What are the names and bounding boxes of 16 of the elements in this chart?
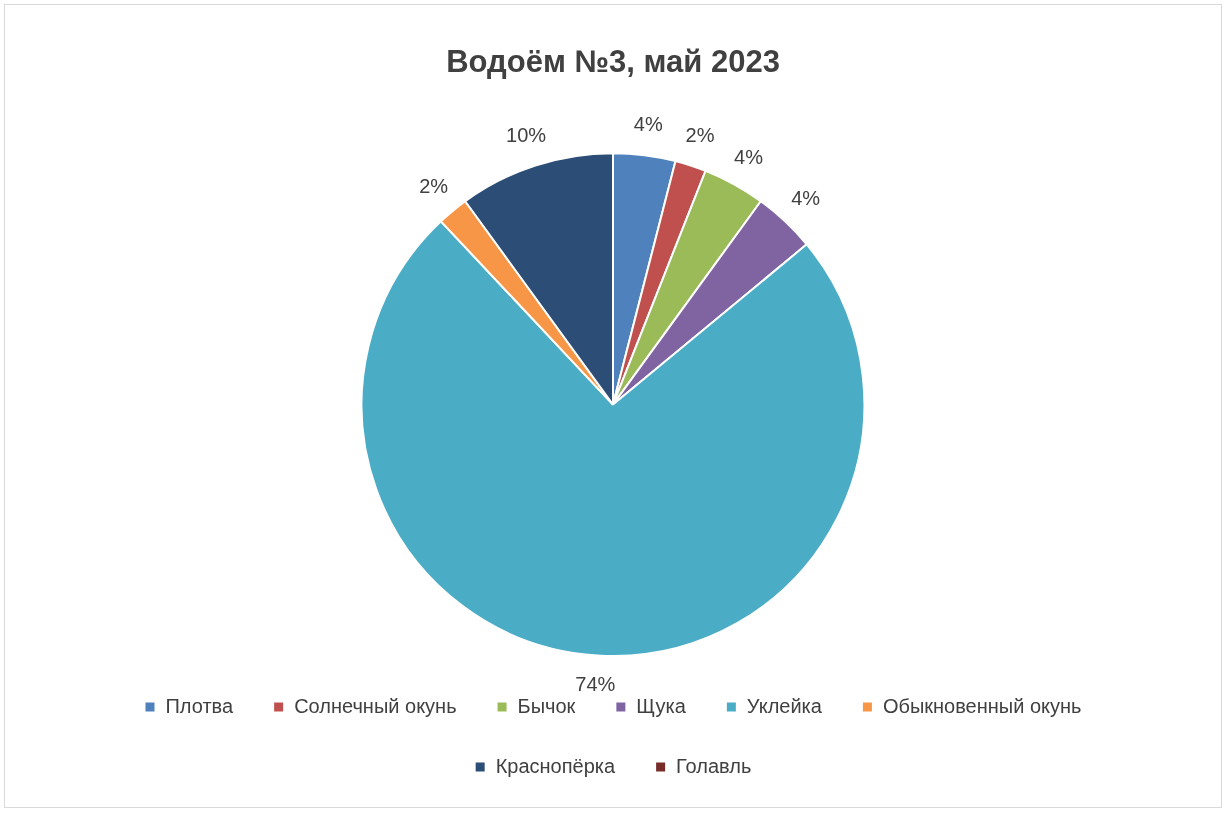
legend-label: Уклейка (746, 694, 823, 717)
chart-title: Водоём №3, май 2023 (446, 44, 780, 80)
legend-label: Солнечный окунь (294, 694, 457, 717)
legend-label: Обыкновенный окунь (882, 694, 1082, 717)
data-label: 4% (791, 186, 821, 209)
legend-label: Голавль (676, 754, 752, 777)
data-label: 2% (419, 175, 449, 198)
data-label: 10% (506, 124, 547, 147)
data-label: 2% (685, 124, 715, 147)
legend-label: Бычок (517, 694, 576, 717)
data-label: 4% (734, 145, 764, 168)
data-label: 74% (575, 672, 616, 695)
data-label: 4% (633, 112, 663, 135)
legend-label: Плотва (165, 694, 235, 717)
legend-label: Краснопёрка (495, 754, 616, 777)
legend-label: Щука (636, 694, 687, 717)
